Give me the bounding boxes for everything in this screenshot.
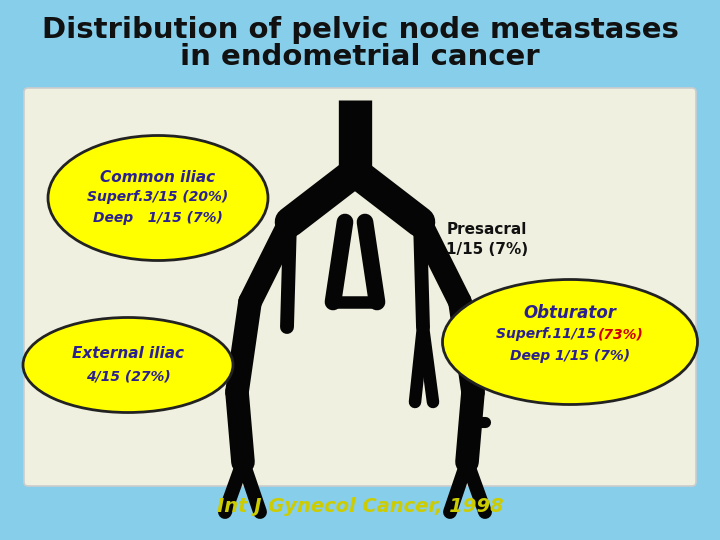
Text: Superf.11/15: Superf.11/15 (495, 327, 600, 341)
Text: in endometrial cancer: in endometrial cancer (180, 43, 540, 71)
Text: 1/15 (7%): 1/15 (7%) (446, 241, 528, 256)
Text: Distribution of pelvic node metastases: Distribution of pelvic node metastases (42, 16, 678, 44)
Text: Int J Gynecol Cancer, 1998: Int J Gynecol Cancer, 1998 (217, 497, 503, 516)
Ellipse shape (23, 318, 233, 413)
Text: External iliac: External iliac (72, 346, 184, 361)
FancyBboxPatch shape (24, 88, 696, 486)
Text: Deep 1/15 (7%): Deep 1/15 (7%) (510, 349, 630, 363)
Text: Obturator: Obturator (523, 304, 616, 322)
Ellipse shape (443, 280, 698, 404)
Text: 4/15 (27%): 4/15 (27%) (86, 370, 171, 384)
Text: Superf.3/15 (20%): Superf.3/15 (20%) (87, 190, 229, 204)
Text: Common iliac: Common iliac (100, 171, 215, 186)
Text: Deep   1/15 (7%): Deep 1/15 (7%) (93, 211, 223, 225)
Ellipse shape (48, 136, 268, 260)
Text: (73%): (73%) (598, 327, 644, 341)
Text: Presacral: Presacral (447, 222, 527, 238)
